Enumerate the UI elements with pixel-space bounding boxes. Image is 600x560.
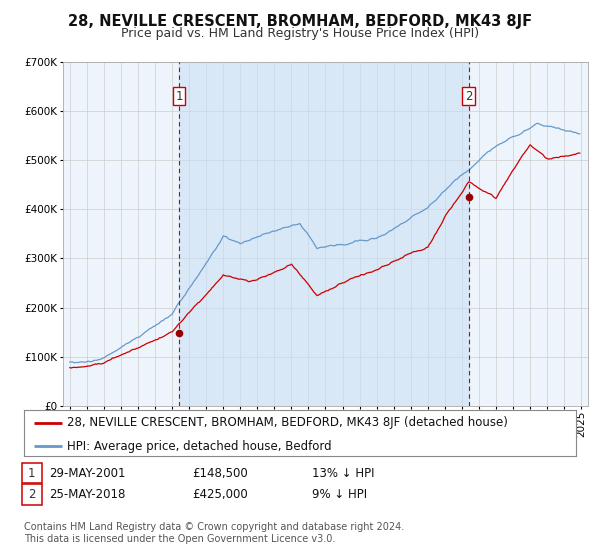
Text: £425,000: £425,000 <box>192 488 248 501</box>
Text: 9% ↓ HPI: 9% ↓ HPI <box>312 488 367 501</box>
Bar <box>179 62 469 406</box>
Text: 28, NEVILLE CRESCENT, BROMHAM, BEDFORD, MK43 8JF: 28, NEVILLE CRESCENT, BROMHAM, BEDFORD, … <box>68 14 532 29</box>
Text: 1: 1 <box>28 466 35 480</box>
Text: HPI: Average price, detached house, Bedford: HPI: Average price, detached house, Bedf… <box>67 440 332 453</box>
Text: Price paid vs. HM Land Registry's House Price Index (HPI): Price paid vs. HM Land Registry's House … <box>121 27 479 40</box>
Text: £148,500: £148,500 <box>192 466 248 480</box>
Text: 1: 1 <box>175 90 183 102</box>
Text: 28, NEVILLE CRESCENT, BROMHAM, BEDFORD, MK43 8JF (detached house): 28, NEVILLE CRESCENT, BROMHAM, BEDFORD, … <box>67 417 508 430</box>
Text: 29-MAY-2001: 29-MAY-2001 <box>49 466 126 480</box>
Text: Contains HM Land Registry data © Crown copyright and database right 2024.
This d: Contains HM Land Registry data © Crown c… <box>24 522 404 544</box>
Text: 25-MAY-2018: 25-MAY-2018 <box>49 488 125 501</box>
Text: 13% ↓ HPI: 13% ↓ HPI <box>312 466 374 480</box>
Text: 2: 2 <box>28 488 35 501</box>
Text: 2: 2 <box>465 90 472 102</box>
